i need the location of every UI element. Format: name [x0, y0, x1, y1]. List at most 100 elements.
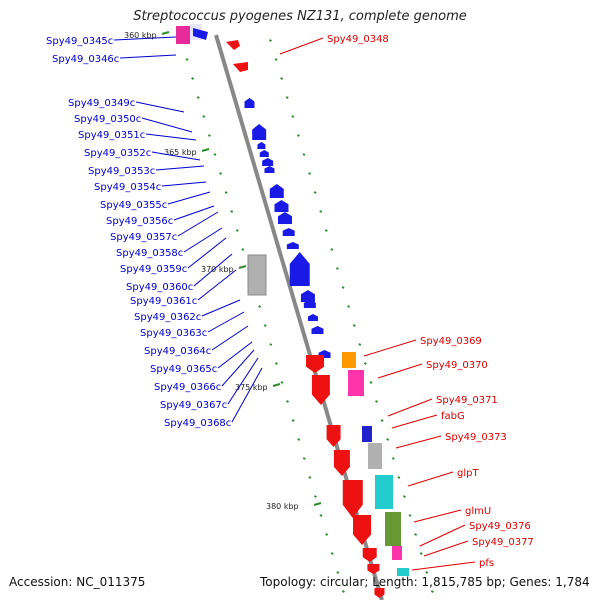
scale-major-tick	[238, 265, 247, 269]
gene-arrow-forward	[311, 375, 330, 405]
scale-tick-outer	[363, 362, 367, 365]
scale-tick-outer	[347, 305, 351, 308]
left-gene-leader-line	[201, 299, 241, 317]
scale-tick-outer	[358, 343, 362, 346]
right-gene-leader-line	[377, 363, 423, 379]
scale-tick-inner	[235, 229, 239, 232]
scale-tick-outer	[319, 210, 323, 213]
scale-tick-inner	[325, 533, 329, 536]
scale-tick-inner	[308, 476, 312, 479]
left-gene-leader-line	[221, 349, 255, 387]
scale-tick-outer	[336, 267, 339, 270]
left-gene-label: Spy49_0349c	[68, 98, 135, 109]
right-gene-label: Spy49_0377	[472, 537, 534, 548]
right-gene-label: Spy49_0376	[469, 521, 531, 532]
scale-tick-outer	[341, 286, 345, 289]
gene-arrow-reverse	[252, 124, 267, 140]
summary-text: Topology: circular; Length: 1,815,785 bp…	[260, 575, 590, 589]
right-gene-label: Spy49_0371	[436, 395, 498, 406]
right-gene-label: glmU	[465, 506, 491, 517]
map-title: Streptococcus pyogenes NZ131, complete g…	[133, 9, 467, 24]
left-gene-leader-line	[227, 357, 259, 405]
gene-arrow-reverse	[289, 252, 310, 286]
left-gene-leader-line	[135, 101, 185, 113]
gene-arrow-forward	[342, 480, 363, 518]
scale-tick-inner	[263, 324, 267, 327]
right-gene-leader-line	[387, 398, 433, 417]
left-gene-label: Spy49_0362c	[134, 312, 201, 323]
right-gene-leader-line	[279, 37, 324, 55]
gene-arrow-reverse	[307, 314, 318, 321]
left-gene-label: Spy49_0355c	[100, 200, 167, 211]
scale-tick-inner	[224, 191, 228, 194]
right-gene-label: pfs	[479, 558, 494, 569]
scale-tick-outer	[425, 571, 429, 574]
gene-arrow-forward	[333, 450, 350, 476]
scale-tick-inner	[302, 457, 306, 460]
gene-arrow-reverse	[303, 300, 316, 308]
scale-tick-inner	[291, 419, 295, 422]
scale-tick-outer	[386, 438, 390, 441]
scale-tick-outer	[269, 39, 272, 42]
gene-block-colored	[368, 443, 382, 469]
gene-arrow-forward	[362, 548, 377, 562]
gene-arrow-reverse	[257, 142, 266, 149]
right-gene-leader-line	[411, 561, 476, 571]
scale-tick-inner	[258, 305, 262, 308]
right-gene-leader-line	[419, 524, 466, 547]
gene-arrow-reverse	[274, 200, 289, 212]
gene-arrow-reverse	[193, 28, 208, 40]
left-gene-label: Spy49_0367c	[160, 400, 227, 411]
scale-tick-inner	[196, 96, 200, 99]
scale-tick-inner	[230, 210, 234, 213]
scale-tick-outer	[380, 419, 384, 422]
left-gene-label: Spy49_0357c	[110, 232, 177, 243]
gene-arrow-reverse	[286, 242, 299, 249]
scale-tick-outer	[430, 590, 434, 593]
left-gene-leader-line	[173, 205, 215, 221]
left-gene-label: Spy49_0364c	[144, 346, 211, 357]
left-gene-label: Spy49_0361c	[130, 296, 197, 307]
scale-tick-inner	[313, 495, 317, 498]
left-gene-leader-line	[217, 341, 253, 369]
scale-tick-inner	[219, 172, 222, 175]
left-gene-label: Spy49_0352c	[84, 148, 151, 159]
gene-block-colored	[342, 352, 356, 368]
scale-tick-outer	[330, 248, 334, 251]
scale-major-tick	[201, 148, 210, 152]
gene-arrow-forward	[326, 425, 341, 447]
scale-tick-outer	[397, 476, 401, 479]
gene-block-colored	[348, 370, 364, 396]
left-gene-label: Spy49_0363c	[140, 328, 207, 339]
left-gene-leader-line	[119, 54, 177, 59]
scale-tick-outer	[414, 533, 418, 536]
gene-arrow-reverse	[264, 166, 275, 173]
left-gene-leader-line	[193, 253, 233, 287]
scale-tick-inner	[319, 514, 323, 517]
left-gene-label: Spy49_0354c	[94, 182, 161, 193]
scale-label: 370 kbp	[201, 265, 234, 274]
left-gene-label: Spy49_0358c	[116, 248, 183, 259]
scale-tick-inner	[297, 438, 301, 441]
gene-arrow-forward	[374, 588, 385, 598]
gene-block-colored	[362, 426, 372, 442]
left-gene-label: Spy49_0368c	[164, 418, 231, 429]
scale-tick-inner	[274, 362, 278, 365]
left-gene-leader-line	[211, 325, 249, 351]
right-gene-label: fabG	[441, 411, 465, 422]
right-gene-leader-line	[363, 339, 417, 357]
scale-tick-outer	[408, 514, 412, 517]
accession-text: Accession: NC_011375	[9, 575, 146, 589]
right-gene-label: Spy49_0370	[426, 360, 488, 371]
gene-arrow-reverse	[311, 326, 324, 334]
gene-block-colored	[385, 512, 401, 546]
scale-tick-inner	[286, 400, 289, 403]
left-gene-label: Spy49_0356c	[106, 216, 173, 227]
scale-tick-outer	[285, 96, 289, 99]
left-gene-leader-line	[183, 227, 223, 253]
left-gene-leader-line	[187, 237, 227, 269]
gene-block-colored	[397, 568, 409, 576]
left-gene-label: Spy49_0345c	[46, 36, 113, 47]
gene-arrow-reverse	[300, 290, 315, 302]
